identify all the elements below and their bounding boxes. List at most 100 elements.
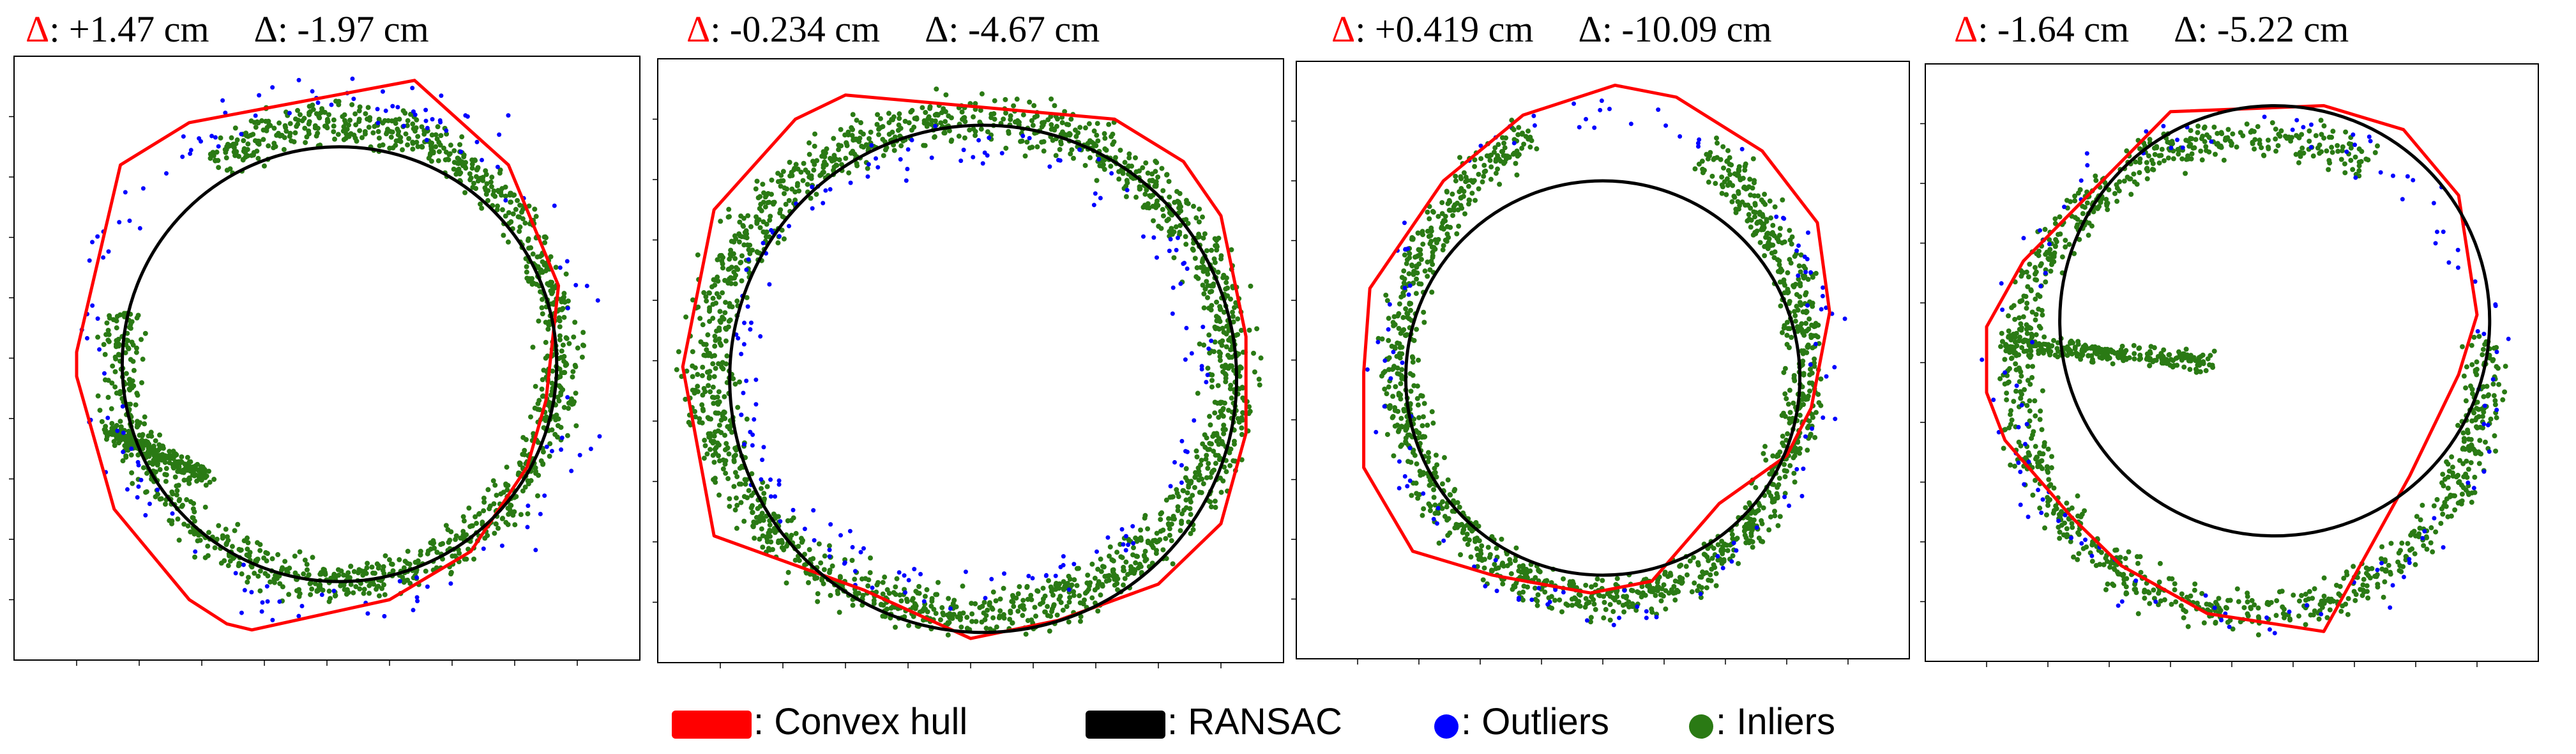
inlier-point [462,556,467,562]
inlier-point [710,361,716,367]
inlier-point [726,318,732,324]
outlier-point [777,478,782,483]
inlier-point [726,206,732,212]
inlier-point [1400,424,1405,429]
inlier-point [224,167,230,173]
inlier-point [761,491,767,496]
inlier-point [1416,281,1422,287]
inlier-point [747,250,753,256]
inlier-point [377,143,383,149]
inlier-point [505,239,511,245]
outlier-point [448,581,453,586]
inlier-point [176,537,182,543]
inlier-point [1759,518,1764,523]
inlier-point [1567,579,1573,585]
inlier-point [508,190,513,196]
inlier-point [367,590,372,596]
inlier-point [116,342,122,348]
inlier-point [1183,197,1189,203]
inlier-point [1028,592,1034,598]
inlier-point [1231,458,1236,464]
inlier-point [1399,351,1405,357]
inlier-point [1415,402,1421,408]
inlier-point [1813,410,1819,415]
inlier-point [348,581,354,587]
inlier-point [1727,172,1733,178]
outlier-point [810,206,815,211]
inlier-point [1213,452,1218,458]
inlier-point [990,615,996,620]
inlier-point [245,141,251,147]
inlier-point [908,109,914,115]
inlier-point [229,135,234,141]
inlier-point [815,591,821,597]
inlier-point [331,117,337,123]
delta-symbol-ransac: Δ [254,8,278,50]
inlier-point [453,533,459,539]
inlier-point [261,163,267,169]
inlier-point [1441,243,1446,249]
inlier-point [203,482,209,488]
inlier-point [254,558,259,564]
inlier-point [144,489,149,495]
inlier-point [723,325,729,331]
inlier-point [280,565,285,571]
inlier-point [1146,205,1152,211]
inlier-point [140,432,146,438]
inlier-point [744,295,750,300]
outlier-point [382,613,387,619]
inlier-point [1239,415,1245,420]
inlier-point [1391,453,1397,459]
outlier-point [1123,534,1128,539]
inlier-point [1473,197,1478,203]
inlier-point [808,176,814,181]
inlier-point [827,567,833,573]
inlier-point [357,128,363,134]
inlier-point [1067,595,1073,601]
inlier-point [1478,548,1483,553]
inlier-point [1410,355,1416,361]
inlier-point [1497,181,1503,187]
inlier-point [706,290,712,296]
inlier-point [1008,117,1013,123]
inlier-point [1462,211,1467,217]
inlier-point [732,256,738,261]
inlier-point [462,190,468,196]
inlier-point [1683,564,1689,569]
inlier-point [1201,235,1206,241]
inlier-point [1163,535,1169,541]
inlier-point [1110,141,1116,147]
inlier-point [185,523,191,529]
inlier-point [1169,538,1174,544]
inlier-point [715,401,721,407]
inlier-point [1770,242,1776,248]
inlier-point [1133,553,1139,559]
inlier-point [1418,247,1423,253]
inlier-point [757,206,762,212]
inlier-point [263,118,269,124]
outlier-point [140,186,146,191]
inlier-point [1771,482,1777,488]
inlier-point [1071,589,1077,595]
inlier-point [503,194,508,199]
inlier-point [441,145,447,151]
inlier-point [492,194,498,199]
inlier-point [927,105,933,111]
inlier-point [123,350,128,356]
inlier-point [758,486,764,491]
inlier-point [1809,322,1815,328]
inlier-point [1386,355,1392,360]
inlier-point [844,141,849,146]
inlier-point [1024,139,1030,145]
inlier-point [1054,116,1060,122]
outlier-point [961,148,966,153]
inlier-point [266,143,271,149]
inlier-point [1439,505,1445,511]
inlier-point [787,173,793,179]
inlier-point [104,320,110,326]
inlier-point [1067,132,1073,138]
inlier-point [134,315,140,321]
inlier-point [706,383,711,389]
inlier-point [326,599,332,604]
